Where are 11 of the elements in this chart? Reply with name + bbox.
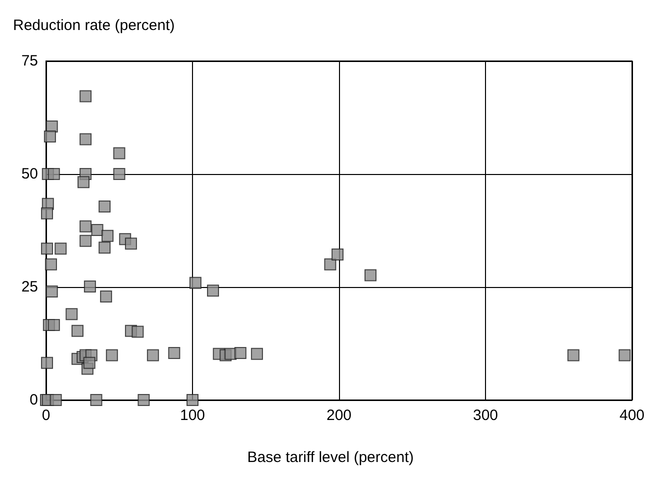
x-tick-label: 200: [326, 407, 352, 424]
y-tick-label: 0: [30, 392, 38, 408]
x-axis-title: Base tariff level (percent): [247, 449, 414, 466]
y-tick-label: 25: [21, 278, 38, 296]
y-tick-label: 75: [21, 52, 38, 70]
x-tick-label: 0: [42, 407, 50, 424]
y-axis-title: Reduction rate (percent): [13, 17, 175, 34]
x-tick-label: 100: [180, 407, 206, 424]
x-tick-label: 300: [472, 407, 498, 424]
y-tick-label: 50: [21, 166, 38, 182]
x-tick-label: 400: [619, 407, 645, 424]
